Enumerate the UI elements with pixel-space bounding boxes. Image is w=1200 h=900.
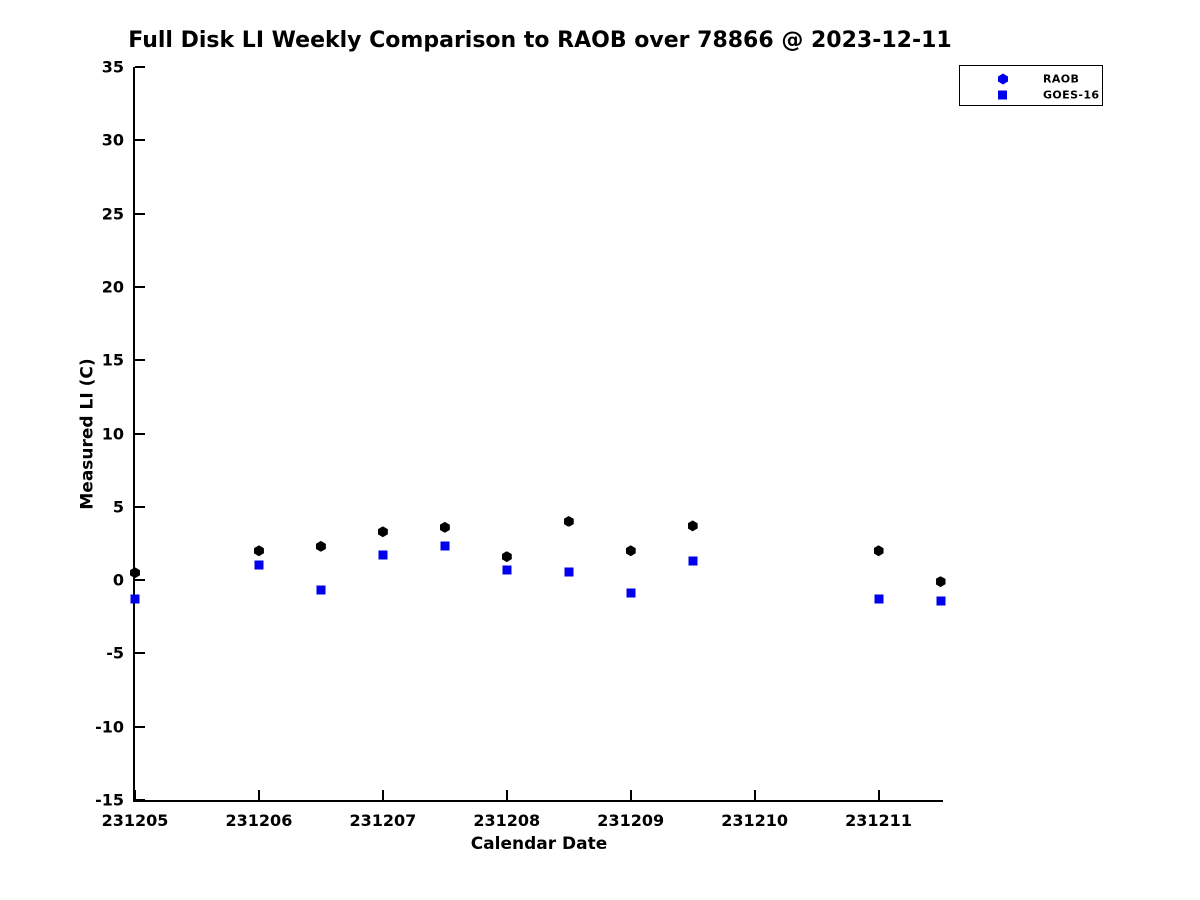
data-point-raob xyxy=(501,551,512,563)
x-tick xyxy=(134,790,136,800)
data-point-raob xyxy=(377,526,388,538)
y-tick xyxy=(135,432,145,435)
y-tick xyxy=(135,359,145,362)
raob-hexagon-icon xyxy=(998,73,1008,85)
chart-title: Full Disk LI Weekly Comparison to RAOB o… xyxy=(128,28,952,53)
data-point-goes16 xyxy=(502,565,512,575)
data-point-goes16 xyxy=(626,588,636,598)
x-tick-label: 231206 xyxy=(225,811,293,830)
y-tick xyxy=(135,579,145,582)
x-tick xyxy=(257,790,260,800)
data-point-goes16 xyxy=(936,596,946,606)
data-point-raob xyxy=(315,540,326,552)
data-point-raob xyxy=(935,576,946,588)
data-point-raob xyxy=(130,567,140,579)
legend-item-goes16: GOES-16 xyxy=(960,87,1102,103)
y-tick xyxy=(135,799,145,801)
y-tick-label: -10 xyxy=(95,717,124,737)
data-point-goes16 xyxy=(130,594,140,604)
data-point-goes16 xyxy=(440,541,450,551)
y-tick-label: 25 xyxy=(101,204,124,224)
y-tick-label: 5 xyxy=(112,497,124,517)
legend-label-raob: RAOB xyxy=(1043,72,1080,86)
y-tick xyxy=(135,212,145,215)
y-tick-label: 30 xyxy=(101,130,124,150)
y-tick xyxy=(135,725,145,728)
y-tick-label: -15 xyxy=(95,790,124,810)
y-tick-label: 35 xyxy=(101,57,124,77)
x-tick xyxy=(381,790,384,800)
y-tick-label: 20 xyxy=(101,277,124,297)
y-tick xyxy=(135,285,145,288)
x-tick-label: 231209 xyxy=(597,811,665,830)
x-axis-label: Calendar Date xyxy=(470,834,608,854)
data-point-raob xyxy=(563,515,574,527)
x-tick-label: 231211 xyxy=(845,811,912,830)
data-point-goes16 xyxy=(688,556,698,566)
x-tick xyxy=(877,790,880,800)
legend: RAOB GOES-16 xyxy=(959,65,1103,106)
y-tick-label: 10 xyxy=(101,424,124,443)
data-point-raob xyxy=(439,521,450,533)
data-point-raob xyxy=(253,545,264,557)
goes16-square-icon xyxy=(998,90,1007,100)
x-tick-label: 231205 xyxy=(101,811,169,830)
data-point-raob xyxy=(625,545,636,557)
y-tick-label: 0 xyxy=(112,570,124,590)
data-point-goes16 xyxy=(874,594,884,604)
legend-label-goes16: GOES-16 xyxy=(1043,88,1100,102)
data-point-goes16 xyxy=(378,550,388,560)
data-point-goes16 xyxy=(564,567,574,577)
y-tick-label: 15 xyxy=(101,350,124,370)
y-axis-label: Measured LI (C) xyxy=(78,357,99,510)
plot-area: Measured LI (C) Calendar Date 35 30 25 20 15… xyxy=(78,58,946,854)
legend-item-raob: RAOB xyxy=(960,71,1102,87)
y-tick-label: -5 xyxy=(106,643,124,663)
x-tick-label: 231208 xyxy=(473,811,541,830)
x-tick-label: 231207 xyxy=(349,811,417,830)
y-tick xyxy=(135,139,145,142)
x-tick xyxy=(753,790,756,800)
y-tick xyxy=(135,66,145,68)
x-tick xyxy=(629,790,632,800)
data-point-raob xyxy=(687,520,698,532)
y-tick xyxy=(135,505,145,508)
data-point-goes16 xyxy=(316,585,326,595)
data-point-raob xyxy=(873,545,884,557)
y-tick xyxy=(135,652,145,655)
x-tick xyxy=(505,790,508,800)
x-tick-label: 231210 xyxy=(721,811,789,830)
data-point-goes16 xyxy=(254,560,264,570)
